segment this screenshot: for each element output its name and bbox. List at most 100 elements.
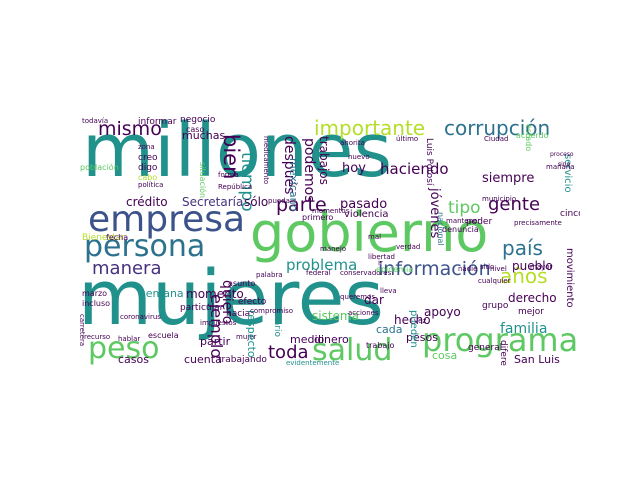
cloud-word: apoyo <box>424 305 461 319</box>
cloud-word: nivel <box>490 265 507 273</box>
cloud-word: persona <box>84 229 206 264</box>
cloud-word: estado <box>524 124 533 152</box>
cloud-word: casos <box>118 353 149 366</box>
cloud-word: trabajo <box>366 341 395 350</box>
cloud-word: Bienestar <box>82 233 125 243</box>
cloud-word: problema <box>286 256 358 274</box>
cloud-word: Luis Potosí <box>424 138 434 186</box>
cloud-word: cosa <box>432 349 458 362</box>
cloud-word: parte <box>276 194 327 216</box>
cloud-word: cuenta <box>184 353 222 366</box>
cloud-word: mujer <box>236 333 257 341</box>
cloud-word: sino <box>558 161 571 168</box>
cloud-word: grupo <box>482 301 509 311</box>
cloud-word: informar <box>138 117 177 127</box>
cloud-word: proceso <box>550 151 574 158</box>
cloud-word: cualquier <box>478 277 511 285</box>
cloud-word: mal <box>368 233 382 241</box>
cloud-word: ir <box>378 259 383 267</box>
cloud-word: hablar <box>118 335 141 343</box>
cloud-word: dinero <box>314 333 349 346</box>
word-cloud: millones mujeres gobierno empresa persona sal… <box>78 114 580 366</box>
cloud-word: tiempo <box>237 152 257 212</box>
cloud-word: medicamento <box>262 136 270 185</box>
cloud-word: política <box>138 181 164 189</box>
cloud-word: mayor <box>530 263 553 271</box>
cloud-word: conservadores <box>340 269 392 277</box>
cloud-word: epidemia <box>376 265 414 274</box>
cloud-word: quiero <box>219 280 235 325</box>
cloud-word: mujeres <box>78 253 385 342</box>
cloud-word: manera <box>92 258 162 279</box>
cloud-word: información <box>378 258 491 280</box>
cloud-word: general <box>468 343 503 353</box>
cloud-word: denuncia <box>442 225 479 234</box>
cloud-word: servicio <box>562 154 573 193</box>
cloud-word: impuestos <box>200 319 237 327</box>
cloud-word: después <box>281 136 297 195</box>
cloud-word: escuela <box>148 331 179 340</box>
cloud-word: mejor <box>518 307 545 317</box>
cloud-word: programa <box>422 321 579 359</box>
cloud-word: trabajando <box>218 355 267 365</box>
cloud-word: hacia <box>226 309 251 319</box>
cloud-word: cada <box>376 323 403 336</box>
cloud-word: mexicano <box>287 158 300 212</box>
cloud-word: importante <box>314 116 426 140</box>
cloud-word: compromiso <box>250 307 294 315</box>
cloud-word: ejemplo <box>207 294 226 359</box>
cloud-word: queremos <box>340 293 375 301</box>
cloud-word: cabo <box>138 173 158 182</box>
cloud-word: años <box>500 264 548 288</box>
cloud-word: respecto <box>245 310 258 358</box>
cloud-word: todavía <box>82 117 109 125</box>
cloud-word: Ciudad <box>484 135 509 143</box>
cloud-word: sólo <box>244 195 269 209</box>
cloud-word: pueden <box>408 310 419 348</box>
cloud-word: verdad <box>396 243 421 251</box>
cloud-word: secretario <box>272 292 282 337</box>
cloud-word: situación <box>198 162 207 199</box>
cloud-word: creo <box>138 153 158 163</box>
cloud-word: toda <box>268 342 309 363</box>
cloud-word: corrupción <box>444 116 551 140</box>
cloud-word: millones <box>82 114 393 194</box>
cloud-word: República <box>218 183 253 191</box>
cloud-word: nacional <box>436 212 445 246</box>
cloud-word: palabra <box>256 271 283 279</box>
cloud-word: partir <box>200 335 231 348</box>
cloud-word: federal <box>306 269 331 277</box>
cloud-word: acciones <box>348 309 379 317</box>
cloud-word: país <box>502 236 543 260</box>
cloud-word: peso <box>88 331 160 366</box>
cloud-word: negocio <box>180 115 216 125</box>
cloud-word: hoy <box>342 161 366 176</box>
cloud-word: empresa <box>88 199 246 240</box>
cloud-word: precisamente <box>514 219 562 227</box>
cloud-word: pasado <box>340 197 388 212</box>
cloud-word: San Luis <box>514 353 560 366</box>
cloud-word: caso <box>186 125 205 134</box>
cloud-word: lleva <box>380 287 397 295</box>
cloud-word: crédito <box>126 195 168 209</box>
cloud-word: violencia <box>344 209 389 220</box>
cloud-word: nuevo <box>348 153 370 161</box>
cloud-word: pueda <box>268 197 290 205</box>
cloud-word: dar <box>364 293 384 307</box>
cloud-word: coronavirus <box>120 313 161 321</box>
cloud-word: carretera <box>78 314 86 347</box>
cloud-word: sido <box>480 263 495 271</box>
cloud-word: recurso <box>84 333 111 341</box>
cloud-word: familia <box>500 321 548 337</box>
cloud-word: mañana <box>546 163 575 171</box>
cloud-word: diferente <box>498 340 508 366</box>
cloud-word: jóvenes <box>427 188 442 239</box>
cloud-word: digo <box>138 163 158 173</box>
cloud-word: manejo <box>320 245 347 253</box>
cloud-word: trabajos <box>317 136 331 185</box>
cloud-word: bien <box>219 134 243 180</box>
cloud-word: cinco <box>560 209 580 219</box>
cloud-word: Secretaría <box>182 195 244 209</box>
cloud-word: podemos <box>301 138 317 203</box>
cloud-word: primero <box>302 213 334 222</box>
